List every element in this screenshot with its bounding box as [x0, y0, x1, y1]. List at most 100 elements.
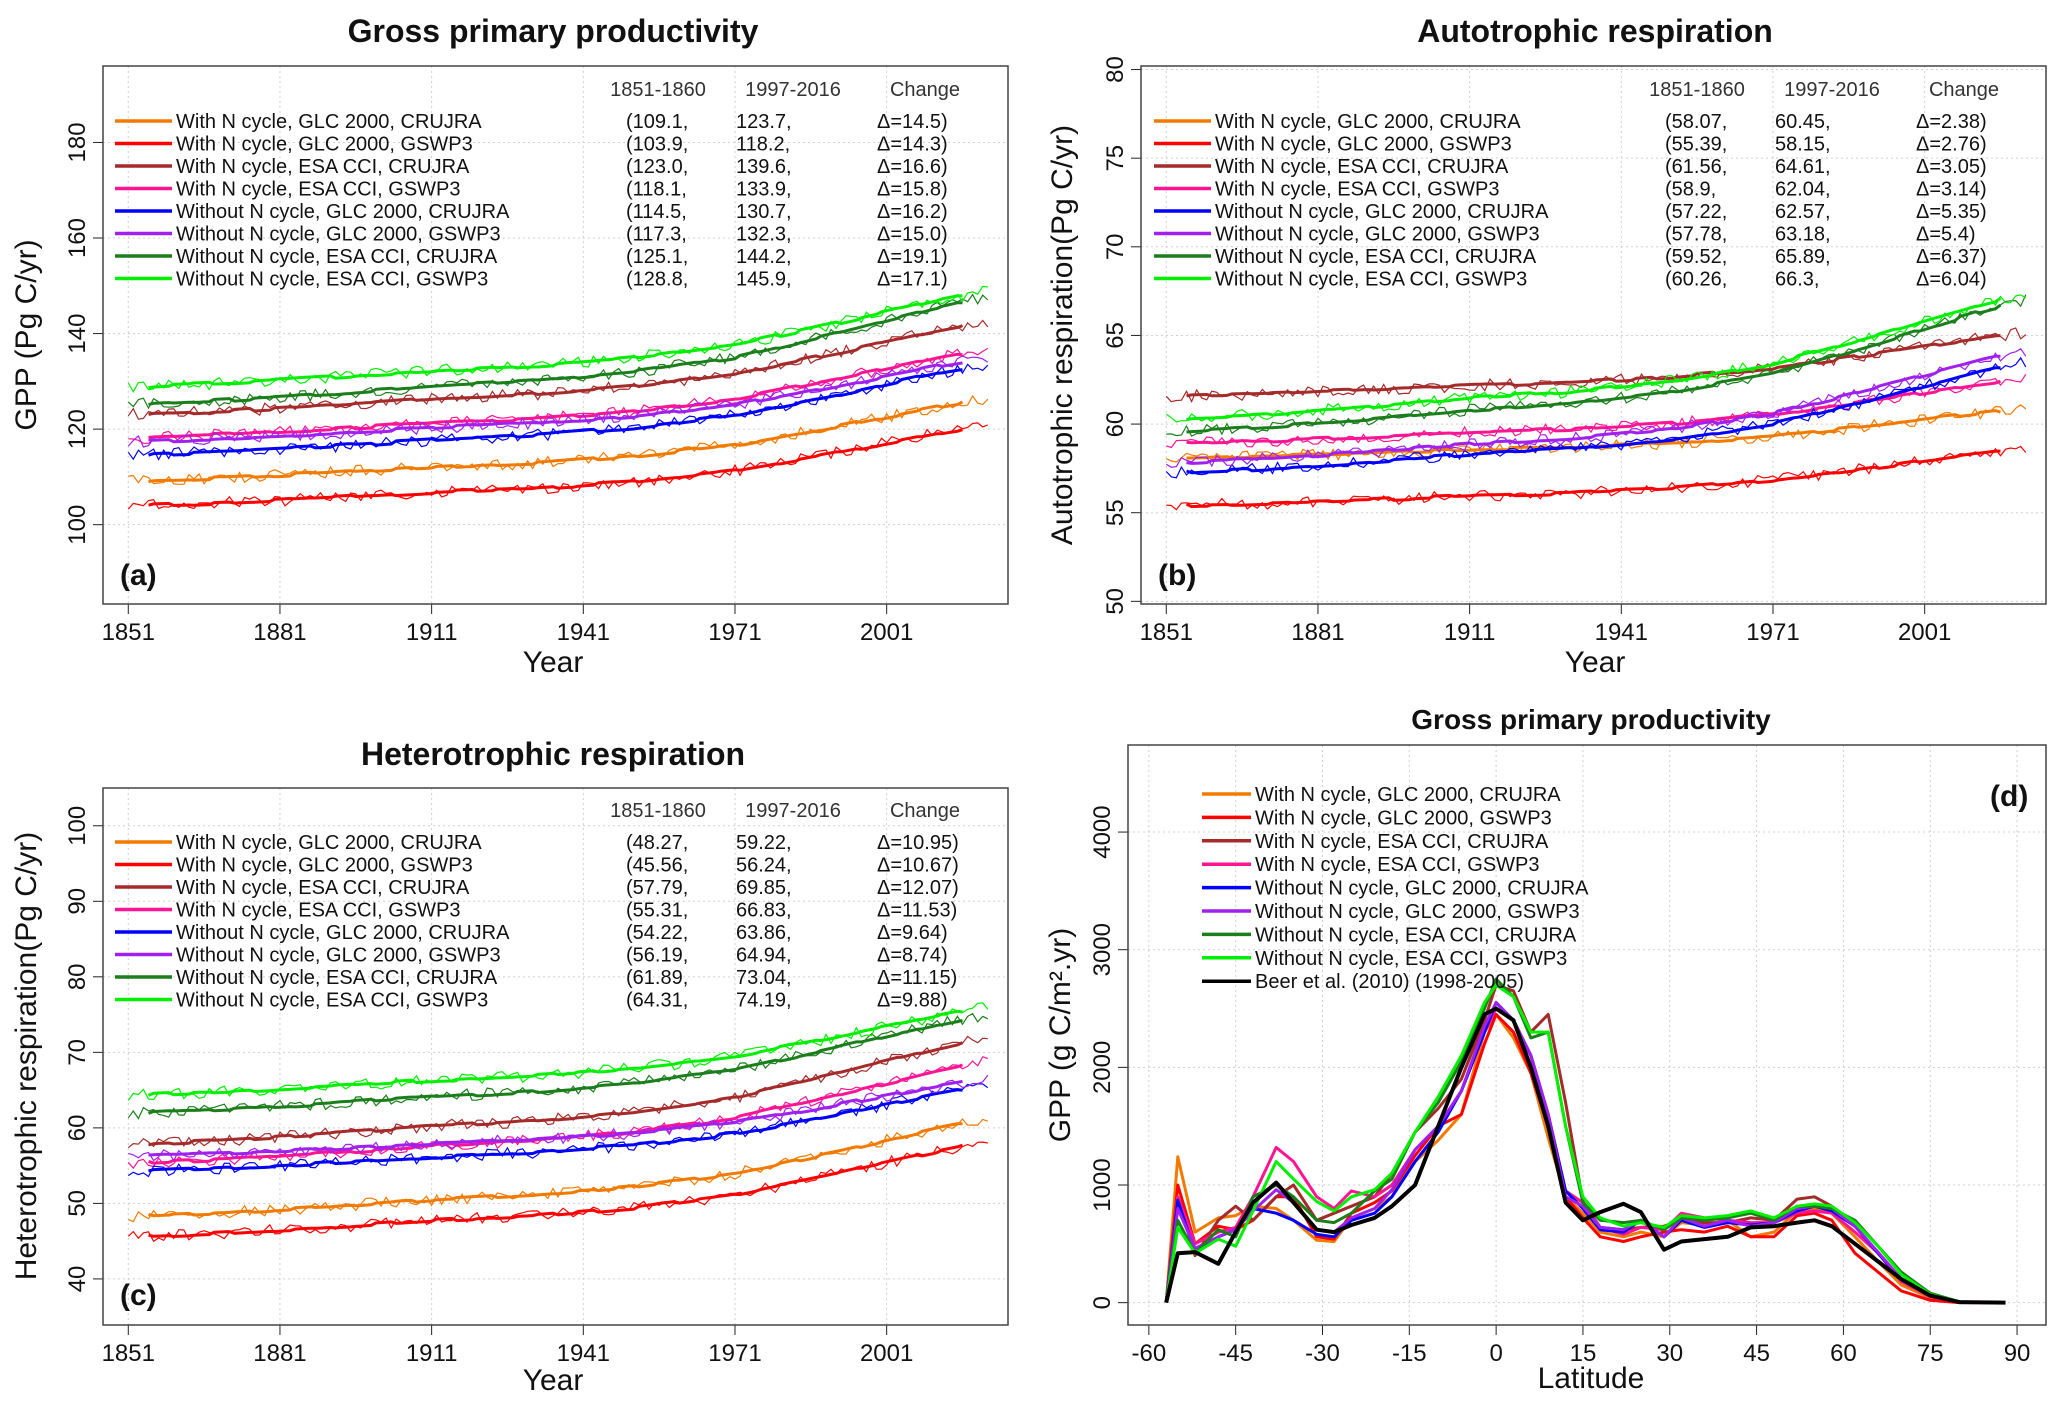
legend-label: Without N cycle, GLC 2000, GSWP3 [1255, 901, 1580, 923]
legend-item: With N cycle, GLC 2000, GSWP3 [1202, 807, 1552, 829]
legend-label: Without N cycle, ESA CCI, GSWP3 [1255, 948, 1567, 970]
legend-label: With N cycle, GLC 2000, CRUJRA [176, 832, 482, 854]
value-1851-1860: (117.3, [626, 224, 687, 246]
legend-label: Without N cycle, ESA CCI, CRUJRA [1215, 246, 1537, 268]
y-tick-label: 80 [64, 963, 91, 990]
legend-label: With N cycle, GLC 2000, CRUJRA [1255, 784, 1561, 806]
value-1997-2016: 118.2, [736, 134, 790, 156]
y-tick-label: 40 [64, 1266, 91, 1293]
x-tick-label: -30 [1305, 1340, 1340, 1367]
series-7 [127, 1012, 989, 1120]
x-tick-label: 15 [1570, 1340, 1597, 1367]
x-tick-label: 75 [1917, 1340, 1944, 1367]
value-1851-1860: (54.22, [626, 922, 688, 944]
smoothed-line [1186, 366, 2001, 475]
series-6 [1165, 347, 2027, 468]
legend-label: Without N cycle, GLC 2000, CRUJRA [176, 201, 510, 223]
smoothed-line [148, 368, 963, 457]
series-3 [1165, 327, 2027, 404]
value-1851-1860: (123.0, [626, 156, 688, 178]
annual-line [127, 1012, 989, 1120]
series-9 [1164, 1006, 2006, 1305]
series-1 [128, 1118, 988, 1223]
value-1997-2016: 130.7, [736, 201, 792, 223]
series-2 [127, 1141, 988, 1243]
legend-item: Without N cycle, GLC 2000, CRUJRA (57.22,… [1154, 201, 1987, 223]
series-5 [1164, 1001, 2006, 1305]
y-tick-label: 160 [64, 218, 91, 258]
value-1851-1860: (58.07, [1665, 111, 1727, 133]
legend-label: Without N cycle, GLC 2000, GSWP3 [176, 945, 501, 967]
legend-label: Without N cycle, ESA CCI, GSWP3 [1215, 269, 1527, 291]
x-tick-label: 1851 [102, 1340, 155, 1367]
legend-item: Without N cycle, ESA CCI, GSWP3 (128.8, 14… [115, 269, 948, 291]
value-1851-1860: (128.8, [626, 269, 688, 291]
legend-label: With N cycle, ESA CCI, CRUJRA [1215, 156, 1509, 178]
value-1851-1860: (125.1, [626, 246, 688, 268]
y-tick-label: 1000 [1089, 1158, 1116, 1211]
x-tick-label: 45 [1743, 1340, 1770, 1367]
smoothed-line [148, 1143, 963, 1239]
legend-item: With N cycle, GLC 2000, GSWP3 (55.39, 58.1… [1154, 134, 1987, 156]
x-tick-label: 2001 [860, 619, 913, 646]
smoothed-line [147, 1018, 963, 1115]
value-1997-2016: 74.19, [736, 990, 792, 1012]
legend-item: Beer et al. (2010) (1998-2005) [1202, 971, 1524, 993]
annual-line [128, 394, 989, 485]
value-1851-1860: (61.89, [626, 967, 688, 989]
y-tick-label: 3000 [1089, 923, 1116, 976]
legend-item: With N cycle, ESA CCI, CRUJRA (123.0, 139.… [115, 156, 948, 178]
smoothed-line [148, 324, 964, 416]
x-tick-label: -45 [1218, 1340, 1253, 1367]
y-tick-label: 75 [1102, 145, 1129, 172]
annual-line [127, 1002, 989, 1101]
legend: 1851-1860 1997-2016 Change With N cycle, GL… [115, 79, 960, 291]
y-tick-label: 60 [64, 1115, 91, 1142]
y-tick-label: 2000 [1089, 1041, 1116, 1094]
smoothed-line [148, 301, 963, 407]
y-tick-label: 120 [64, 409, 91, 449]
latitude-profile-line [1164, 1007, 2006, 1305]
legend-label: Without N cycle, ESA CCI, GSWP3 [176, 269, 488, 291]
value-1851-1860: (48.27, [626, 832, 688, 854]
value-change: Δ=3.05) [1916, 156, 1987, 178]
plot-frame [1140, 65, 2047, 605]
x-tick-label: -60 [1131, 1340, 1166, 1367]
y-tick-label: 80 [1102, 56, 1129, 83]
value-1997-2016: 66.3, [1775, 269, 1819, 291]
y-tick-label: 60 [1102, 411, 1129, 438]
value-change: Δ=9.88) [877, 990, 948, 1012]
value-change: Δ=2.76) [1916, 134, 1987, 156]
panel-label: (c) [120, 1279, 157, 1312]
value-1997-2016: 139.6, [736, 156, 792, 178]
legend-label: With N cycle, GLC 2000, CRUJRA [176, 111, 482, 133]
x-tick-label: 1941 [1595, 619, 1648, 646]
x-tick-label: 1911 [1444, 619, 1496, 646]
value-1851-1860: (56.19, [626, 945, 688, 967]
legend-label: With N cycle, GLC 2000, GSWP3 [1215, 134, 1512, 156]
value-1997-2016: 58.15, [1775, 134, 1831, 156]
x-tick-label: -15 [1392, 1340, 1427, 1367]
x-tick-label: 1851 [102, 619, 155, 646]
value-1997-2016: 73.04, [736, 967, 792, 989]
legend: 1851-1860 1997-2016 Change With N cycle, GL… [115, 800, 960, 1012]
legend-label: Without N cycle, ESA CCI, GSWP3 [176, 990, 488, 1012]
x-tick-label: 1941 [557, 619, 610, 646]
value-1997-2016: 60.45, [1775, 111, 1831, 133]
y-tick-label: 180 [64, 122, 91, 162]
value-change: Δ=6.04) [1916, 269, 1987, 291]
y-tick-label: 55 [1102, 499, 1129, 526]
series-8 [127, 285, 988, 393]
value-change: Δ=10.95) [877, 832, 959, 854]
legend-item: Without N cycle, GLC 2000, CRUJRA [1202, 878, 1589, 900]
annual-line [127, 422, 989, 510]
legend-label: With N cycle, GLC 2000, GSWP3 [176, 855, 473, 877]
value-1997-2016: 66.83, [736, 900, 792, 922]
legend-item: Without N cycle, GLC 2000, GSWP3 [1202, 901, 1580, 923]
value-1997-2016: 144.2, [736, 246, 792, 268]
legend-item: With N cycle, GLC 2000, GSWP3 (45.56, 56.2… [115, 855, 959, 877]
legend: 1851-1860 1997-2016 Change With N cycle, GL… [1154, 79, 1999, 291]
panel-a: 1851 1881 1911 1941 1971 2001 100 120 140 160 180 1… [10, 13, 1009, 679]
x-tick-label: 1971 [1746, 619, 1799, 646]
x-tick-label: 60 [1830, 1340, 1857, 1367]
